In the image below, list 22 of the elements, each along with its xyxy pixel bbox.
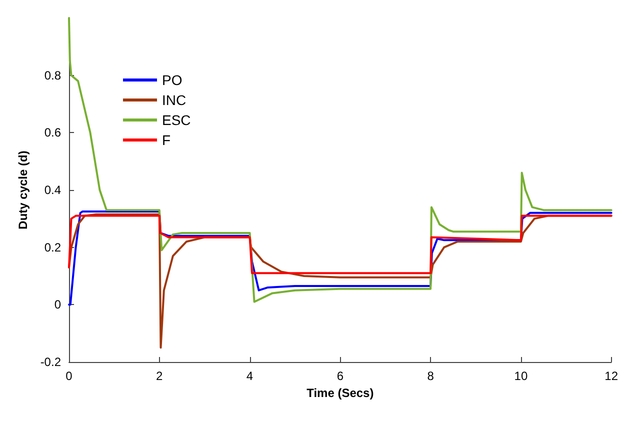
y-tick-label: 0.4 bbox=[44, 183, 62, 197]
legend-label: INC bbox=[162, 92, 186, 108]
line-series bbox=[68, 210, 612, 306]
y-tick-label: 0.2 bbox=[44, 240, 62, 254]
x-tick-label: 10 bbox=[514, 369, 528, 383]
x-tick-label: 2 bbox=[156, 369, 164, 383]
x-tick-label: 4 bbox=[246, 369, 254, 383]
y-axis-title: Duty cycle (d) bbox=[16, 150, 30, 230]
legend-label: F bbox=[162, 132, 171, 148]
y-tick-label: 0 bbox=[54, 298, 62, 312]
line-series bbox=[68, 17, 612, 303]
legend-label: PO bbox=[162, 72, 182, 88]
x-tick-label: 0 bbox=[66, 369, 73, 383]
x-tick-label: 12 bbox=[604, 369, 618, 383]
x-tick-label: 6 bbox=[336, 369, 344, 383]
y-tick-label: 0.6 bbox=[44, 126, 62, 140]
legend-label: ESC bbox=[162, 112, 191, 128]
x-tick-label: 8 bbox=[427, 369, 434, 383]
x-axis-title: Time (Secs) bbox=[306, 386, 374, 400]
y-tick-label: -0.2 bbox=[40, 355, 62, 369]
y-tick-label: 0.8 bbox=[44, 68, 62, 82]
line-series bbox=[68, 214, 612, 274]
